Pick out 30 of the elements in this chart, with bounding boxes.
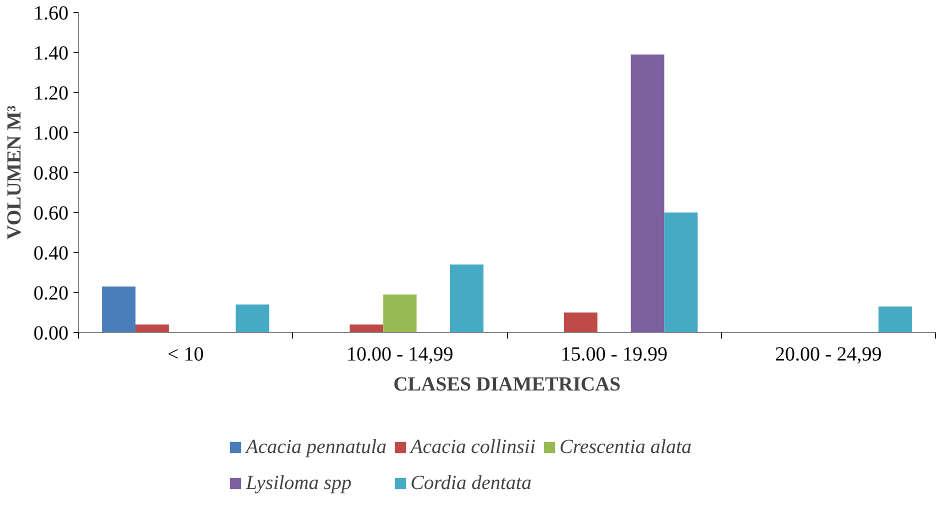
x-tick-label: 20.00 - 24,99	[775, 344, 882, 366]
y-tick-label: 0.40	[34, 242, 68, 264]
y-tick-label: 1.40	[34, 42, 68, 64]
legend-label: Crescentia alata	[560, 434, 692, 460]
y-tick-label: 1.00	[34, 122, 68, 144]
y-tick-label: 0.80	[34, 162, 68, 184]
legend-label: Acacia collinsii	[410, 434, 536, 460]
bar	[383, 294, 417, 332]
bar	[236, 304, 270, 332]
bar	[564, 312, 598, 332]
x-tick-label: < 10	[167, 344, 204, 366]
y-tick-label: 0.20	[34, 282, 68, 304]
y-tick-label: 0.00	[34, 322, 68, 344]
legend-label: Acacia pennatula	[246, 434, 387, 460]
y-tick-label: 1.60	[34, 2, 68, 24]
x-axis-title: CLASES DIAMETRICAS	[393, 374, 621, 396]
y-axis-title: VOLUMEN M³	[4, 106, 26, 240]
bar	[630, 54, 664, 332]
bar	[664, 212, 698, 332]
y-tick-label: 1.20	[34, 82, 68, 104]
bar	[350, 324, 384, 332]
x-tick-label: 10.00 - 14,99	[346, 344, 454, 366]
bar	[450, 264, 484, 332]
legend-label: Cordia dentata	[410, 470, 532, 496]
bar	[102, 286, 136, 332]
bar	[135, 324, 169, 332]
legend-label: Lysiloma spp	[246, 470, 352, 496]
x-tick-label: 15.00 - 19.99	[560, 344, 668, 366]
bar	[878, 306, 912, 332]
y-tick-label: 0.60	[34, 202, 68, 224]
